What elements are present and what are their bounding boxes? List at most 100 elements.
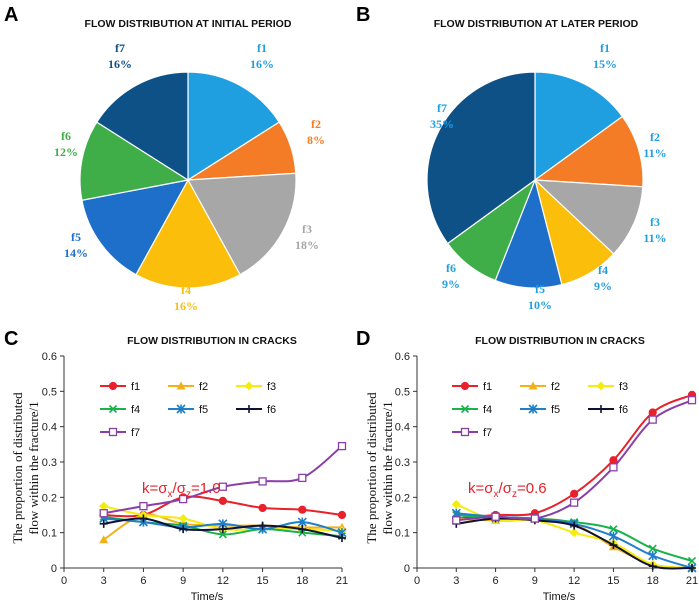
pie-pieA-label-f2: f2 xyxy=(311,117,321,131)
lineD-series-f1-point-4 xyxy=(609,456,618,465)
pie-pieA-value-f7: 16% xyxy=(108,57,132,71)
lineC-xtick-label: 18 xyxy=(296,575,308,587)
lineC-xtick-label: 21 xyxy=(336,575,348,587)
lineC-ytick-label: 0.1 xyxy=(42,528,57,540)
pie-pieA-label-f5: f5 xyxy=(71,230,81,244)
pie-pieA-value-f1: 16% xyxy=(250,57,274,71)
pie-pieB-label-f3: f3 xyxy=(650,215,660,229)
pie-pieB-label-f7: f7 xyxy=(437,101,447,115)
lineC-series-f6-point-2 xyxy=(179,525,188,534)
pie-pieA-label-f6: f6 xyxy=(61,129,71,143)
lineD-series-f7-point-0 xyxy=(452,516,461,525)
lineC-ytick-label: 0 xyxy=(51,563,57,575)
pie-pieB-value-f7: 35% xyxy=(430,117,454,131)
lineD-legend-marker-f3 xyxy=(596,381,606,391)
pie-pieA-value-f2: 8% xyxy=(307,133,325,147)
lineC-legend-label-f7: f7 xyxy=(131,427,140,439)
lineD-series-f7-point-3 xyxy=(569,498,579,507)
lineC-ytick-label: 0.2 xyxy=(42,492,57,504)
lineC-series-f1-point-4 xyxy=(258,503,267,513)
pie-pieB-value-f3: 11% xyxy=(643,231,666,245)
lineD-ytick-label: 0 xyxy=(404,563,410,575)
lineD-ytick-label: 0.2 xyxy=(395,492,410,504)
lineD-legend-label-f2: f2 xyxy=(551,381,560,393)
lineD-legend-label-f4: f4 xyxy=(483,404,492,416)
lineC-series-f7-point-3 xyxy=(218,482,228,491)
lineD-series-f7-point-6 xyxy=(687,396,697,405)
ann-d-subx: x xyxy=(494,489,499,500)
line-c-title: FLOW DISTRIBUTION IN CRACKS xyxy=(127,335,297,347)
line-c-k-annotation: k=σx/σz=1.0 xyxy=(142,480,221,500)
lineD-series-f4-point-5 xyxy=(648,544,657,553)
line-c-ylabel-2: flow within the fracture/1 xyxy=(26,401,41,534)
lineD-legend-marker-f5 xyxy=(528,404,538,414)
lineD-ytick-label: 0.6 xyxy=(395,351,410,363)
lineD-legend-marker-f1 xyxy=(460,381,470,391)
lineD-xtick-label: 0 xyxy=(414,575,420,587)
lineC-legend-label-f1: f1 xyxy=(131,381,140,393)
line-d-ylabel-1: The proportion of distributed xyxy=(364,392,379,544)
lineD-legend-marker-f6 xyxy=(597,405,605,413)
lineD-xtick-label: 18 xyxy=(647,575,659,587)
ann-c-subx: x xyxy=(168,489,173,500)
lineD-series-f6-point-4 xyxy=(609,541,618,550)
lineC-xtick-label: 0 xyxy=(61,575,67,587)
line-d-k-annotation: k=σx/σz=0.6 xyxy=(468,480,547,500)
lineD-xtick-label: 21 xyxy=(686,575,698,587)
ann-d-base: k=σ xyxy=(468,480,494,497)
lineC-series-f6-point-3 xyxy=(218,525,227,534)
lineC-legend-label-f5: f5 xyxy=(199,404,208,416)
lineC-xtick-label: 15 xyxy=(256,575,268,587)
pie-pieB-value-f4: 9% xyxy=(594,279,612,293)
lineD-legend-label-f7: f7 xyxy=(483,427,492,439)
lineD-legend-marker-f2 xyxy=(528,381,538,390)
pie-pieB-label-f6: f6 xyxy=(446,261,456,275)
ann-c-slash: /σ xyxy=(173,480,187,497)
lineC-series-f7-point-1 xyxy=(139,502,148,511)
ann-c-value: =1.0 xyxy=(191,480,221,497)
lineC-xtick-label: 3 xyxy=(101,575,107,587)
pie-pieB-slice-f3 xyxy=(533,179,644,255)
pie-pieB-value-f2: 11% xyxy=(643,146,666,160)
lineD-xtick-label: 15 xyxy=(607,575,619,587)
ann-c-base: k=σ xyxy=(142,480,168,497)
lineC-series-f6-point-0 xyxy=(99,519,108,528)
pie-chart-initial: f1 16% f2 8% f3 18% f4 16% f5 14% f6 12% f7 16% xyxy=(54,41,325,313)
lineC-ytick-label: 0.6 xyxy=(42,351,57,363)
lineD-series-f4-point-6 xyxy=(687,556,697,565)
pie-pieA-slice-f6 xyxy=(79,121,190,201)
pie-pieB-label-f2: f2 xyxy=(650,130,660,144)
pie-pieA-slice-f1 xyxy=(187,71,281,182)
pie-pieA-value-f3: 18% xyxy=(295,238,319,252)
lineD-series-f1-point-3 xyxy=(570,489,579,498)
pie-pieA-label-f4: f4 xyxy=(181,283,191,297)
lineC-series-f3-point-0 xyxy=(99,501,109,511)
panel-letter-b: B xyxy=(356,4,370,26)
lineD-ytick-label: 0.1 xyxy=(395,528,410,540)
lineD-legend-marker-f7 xyxy=(460,427,470,437)
lineD-series-f3-point-3 xyxy=(569,528,579,538)
pie-pieA-value-f6: 12% xyxy=(54,145,78,159)
ann-d-value: =0.6 xyxy=(517,480,547,497)
lineD-legend-label-f3: f3 xyxy=(619,381,628,393)
lineD-ytick-label: 0.3 xyxy=(395,457,410,469)
pie-pieB-slice-f1 xyxy=(534,71,624,182)
lineC-series-f6-point-1 xyxy=(139,514,148,523)
lineD-xtick-label: 9 xyxy=(532,575,538,587)
lineC-legend-marker-f1 xyxy=(108,381,118,391)
lineD-series-f3-point-0 xyxy=(451,499,461,509)
lineC-series-f4-point-3 xyxy=(218,530,227,539)
pie-pieB-value-f1: 15% xyxy=(593,57,617,71)
pie-pieB-slice-f2 xyxy=(533,115,644,188)
line-chart-d: 0 0.1 0.2 0.3 0.4 0.5 0.6 0 3 6 9 12 15 18 21 f1 f2 f3 f4 f… xyxy=(395,351,698,587)
line-d-ylabel-2: flow within the fracture/1 xyxy=(380,401,395,534)
lineD-series-f7-point-5 xyxy=(648,415,657,424)
lineD-xtick-label: 3 xyxy=(453,575,459,587)
lineC-xtick-label: 9 xyxy=(180,575,186,587)
lineC-series-f7-point-0 xyxy=(99,509,108,518)
ann-d-subz: z xyxy=(512,489,517,500)
lineC-series-f3-point-2 xyxy=(178,514,188,524)
lineD-xtick-label: 12 xyxy=(568,575,580,587)
pie-pieB-label-f1: f1 xyxy=(600,41,610,55)
line-d-title: FLOW DISTRIBUTION IN CRACKS xyxy=(475,335,645,347)
